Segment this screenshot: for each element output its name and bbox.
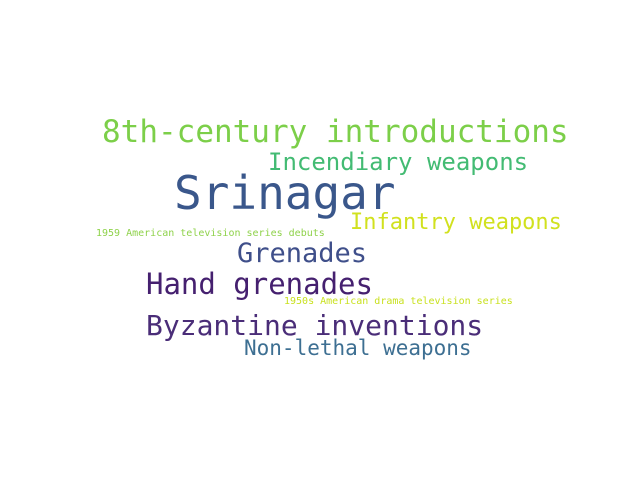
- word-incendiary-weapons: Incendiary weapons: [268, 148, 529, 176]
- word-grenades: Grenades: [237, 238, 368, 269]
- word-1959-american-television-series-debuts: 1959 American television series debuts: [96, 228, 325, 239]
- word-1950s-american-drama-television-series: 1950s American drama television series: [284, 296, 513, 307]
- word-infantry-weapons: Infantry weapons: [350, 210, 562, 235]
- word-srinagar: Srinagar: [174, 166, 396, 220]
- word-byzantine-inventions: Byzantine inventions: [146, 309, 484, 342]
- word-hand-grenades: Hand grenades: [146, 267, 373, 301]
- word-8th-century-introductions: 8th-century introductions: [102, 114, 569, 150]
- word-non-lethal-weapons: Non-lethal weapons: [244, 336, 472, 360]
